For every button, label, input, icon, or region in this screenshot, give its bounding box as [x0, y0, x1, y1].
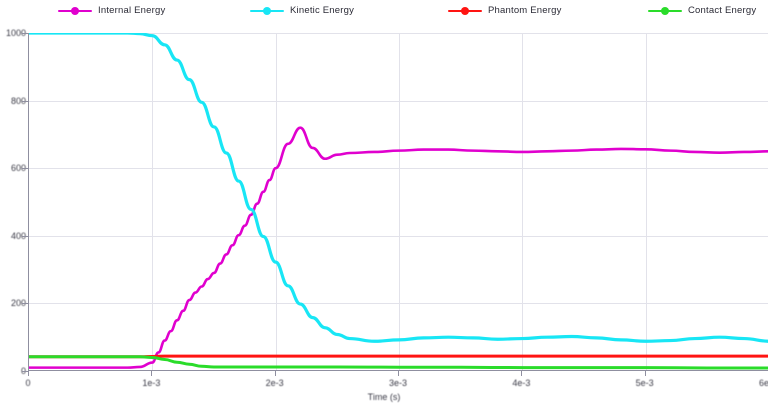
- legend-marker-icon: [461, 6, 469, 15]
- series-line-3: [29, 355, 768, 370]
- legend-item-2[interactable]: Phantom Energy: [448, 5, 562, 16]
- x-tick-label: 3e-3: [388, 378, 408, 388]
- x-axis-title: Time (s): [367, 392, 401, 402]
- gridline-vertical: [645, 33, 647, 370]
- legend-item-3[interactable]: Contact Energy: [648, 5, 756, 16]
- legend-swatch-icon: [250, 6, 284, 16]
- legend-label: Kinetic Energy: [290, 5, 355, 16]
- legend-swatch-icon: [648, 6, 682, 16]
- legend-swatch-icon: [58, 6, 92, 16]
- gridline-horizontal: [29, 100, 768, 102]
- gridline-vertical: [152, 33, 154, 370]
- y-tick-mark: [22, 168, 28, 170]
- gridline-horizontal: [29, 235, 768, 237]
- x-tick-mark: [28, 371, 29, 376]
- series-line-1: [29, 33, 768, 343]
- y-tick-mark: [22, 33, 28, 34]
- gridline-vertical: [275, 33, 277, 370]
- x-tick-mark: [398, 371, 399, 376]
- gridline-horizontal: [29, 33, 768, 34]
- y-tick-label: 600: [10, 163, 26, 174]
- y-tick-label: 1000: [5, 28, 26, 38]
- y-tick-label: 800: [10, 95, 26, 106]
- y-tick-label: 400: [10, 230, 26, 241]
- x-tick-mark: [151, 371, 153, 376]
- x-tick-mark: [521, 371, 523, 376]
- legend-label: Contact Energy: [688, 5, 757, 16]
- x-tick-label: 2e-3: [265, 378, 284, 388]
- legend-item-0[interactable]: Internal Energy: [58, 5, 165, 16]
- legend-item-1[interactable]: Kinetic Energy: [250, 5, 354, 16]
- legend-label: Internal Energy: [98, 5, 166, 16]
- series-layer: [29, 33, 768, 370]
- chart-legend: Internal Energy Kinetic Energy Phantom Ene…: [0, 0, 768, 28]
- legend-marker-icon: [661, 6, 669, 15]
- x-tick-label: 4e-3: [512, 378, 531, 388]
- legend-label: Phantom Energy: [488, 5, 562, 16]
- legend-marker-icon: [71, 6, 79, 15]
- x-tick-label: 5e-3: [635, 378, 654, 388]
- legend-swatch-icon: [448, 6, 482, 16]
- y-tick-mark: [22, 303, 28, 305]
- y-tick-label: 200: [10, 298, 26, 309]
- y-tick-mark: [22, 235, 28, 237]
- y-tick-mark: [22, 100, 28, 102]
- y-tick-mark: [22, 371, 28, 372]
- x-tick-mark: [274, 371, 276, 376]
- gridline-vertical: [522, 33, 524, 370]
- gridline-horizontal: [29, 168, 768, 170]
- gridline-horizontal: [29, 303, 768, 305]
- gridline-vertical: [399, 33, 400, 370]
- x-tick-label: 1e-3: [142, 378, 161, 388]
- plot-area: [28, 33, 768, 371]
- x-tick-label: 0: [25, 378, 31, 388]
- series-line-0: [29, 126, 768, 369]
- legend-marker-icon: [263, 6, 271, 15]
- x-tick-label: 6e-3: [758, 378, 768, 388]
- x-tick-mark: [644, 371, 646, 376]
